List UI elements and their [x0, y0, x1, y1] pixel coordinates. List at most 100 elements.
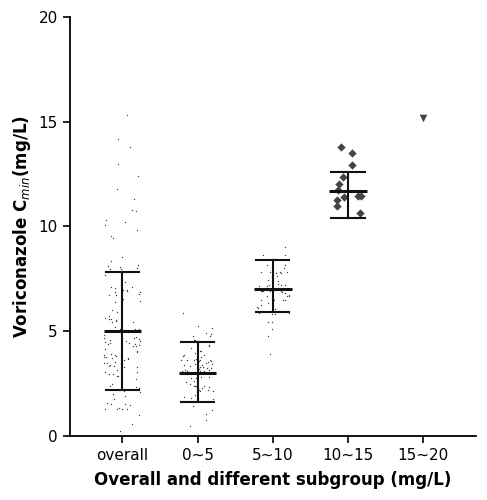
Point: [187, 422, 194, 430]
Point: [333, 202, 341, 209]
Point: [206, 332, 214, 340]
Point: [113, 327, 121, 335]
Point: [258, 287, 266, 295]
Point: [110, 362, 118, 370]
Point: [186, 380, 194, 388]
Point: [122, 218, 130, 226]
Point: [134, 172, 142, 180]
Point: [136, 338, 144, 345]
Point: [281, 243, 289, 251]
Point: [277, 282, 285, 290]
Point: [274, 280, 281, 288]
Point: [130, 195, 138, 203]
Point: [116, 263, 124, 271]
Point: [253, 302, 261, 310]
Point: [262, 292, 270, 300]
Point: [278, 288, 286, 296]
Point: [107, 350, 114, 358]
Point: [119, 286, 127, 294]
Point: [206, 341, 213, 349]
Point: [120, 363, 128, 371]
Point: [107, 336, 114, 344]
Point: [187, 374, 195, 382]
Point: [207, 364, 215, 372]
Point: [103, 358, 111, 366]
Point: [105, 315, 112, 323]
Point: [274, 278, 281, 285]
Point: [118, 296, 126, 304]
Point: [184, 369, 192, 377]
Point: [107, 326, 114, 334]
Point: [183, 378, 190, 386]
Point: [112, 185, 120, 193]
Point: [196, 363, 204, 371]
Point: [190, 336, 198, 344]
Point: [270, 296, 278, 304]
Point: [128, 283, 136, 291]
Point: [333, 196, 340, 204]
Point: [106, 340, 114, 347]
Point: [263, 299, 271, 307]
Point: [123, 286, 131, 294]
Point: [180, 361, 188, 369]
Point: [278, 287, 285, 295]
Point: [129, 318, 137, 326]
Point: [120, 356, 128, 364]
Point: [100, 352, 108, 360]
Point: [195, 357, 203, 365]
Point: [264, 332, 272, 340]
Point: [135, 335, 143, 343]
Point: [209, 395, 217, 403]
Point: [357, 192, 365, 200]
Point: [115, 404, 123, 412]
Point: [187, 344, 195, 352]
Point: [110, 395, 117, 403]
Point: [255, 282, 262, 290]
Point: [135, 412, 143, 420]
Point: [117, 265, 125, 273]
Point: [126, 143, 134, 151]
Point: [114, 134, 122, 142]
Point: [337, 144, 344, 152]
Point: [186, 362, 193, 370]
Point: [203, 416, 210, 424]
Point: [189, 402, 197, 410]
Point: [100, 360, 108, 368]
Point: [191, 349, 199, 357]
Point: [203, 364, 211, 372]
Point: [108, 306, 115, 314]
Point: [105, 312, 113, 320]
Point: [181, 366, 188, 374]
Point: [281, 281, 289, 289]
Point: [191, 336, 199, 344]
Point: [108, 318, 115, 326]
Point: [205, 382, 213, 390]
Point: [101, 272, 109, 280]
Point: [129, 342, 137, 350]
Point: [200, 352, 208, 360]
Point: [190, 356, 198, 364]
Point: [107, 232, 114, 240]
Point: [108, 380, 116, 388]
Point: [192, 374, 200, 382]
Point: [123, 338, 131, 345]
Point: [111, 323, 119, 331]
Point: [254, 304, 262, 312]
Point: [277, 269, 285, 277]
Point: [104, 262, 112, 270]
Point: [100, 334, 108, 342]
Point: [189, 332, 197, 340]
Point: [111, 288, 119, 296]
Point: [202, 359, 209, 367]
Point: [101, 405, 109, 413]
Point: [124, 356, 132, 364]
Point: [263, 318, 271, 326]
Point: [204, 358, 212, 366]
Point: [197, 354, 205, 362]
Point: [112, 316, 120, 324]
Point: [112, 358, 119, 366]
Point: [191, 390, 199, 398]
Point: [283, 292, 291, 300]
Point: [202, 410, 210, 418]
Point: [200, 382, 208, 390]
